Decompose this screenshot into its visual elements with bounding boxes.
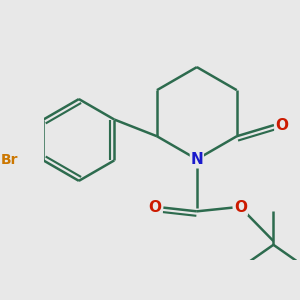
- Text: N: N: [190, 152, 203, 167]
- Text: O: O: [275, 118, 288, 133]
- Text: O: O: [234, 200, 247, 215]
- Text: Br: Br: [1, 153, 18, 167]
- Text: O: O: [149, 200, 162, 215]
